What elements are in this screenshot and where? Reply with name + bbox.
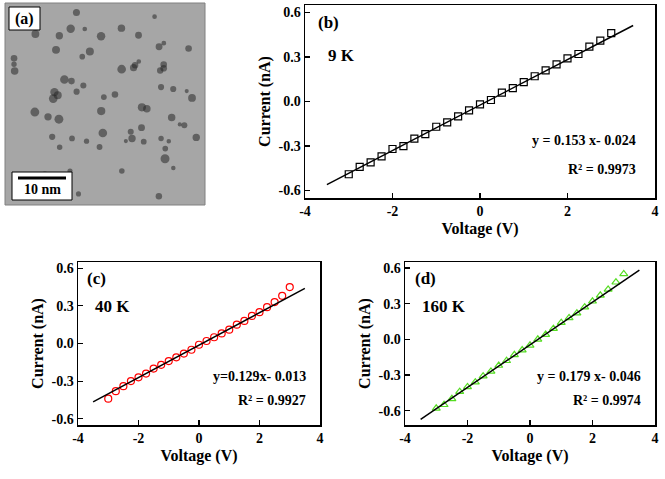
- svg-text:0: 0: [477, 204, 484, 219]
- svg-text:9 K: 9 K: [328, 46, 355, 65]
- svg-text:-0.3: -0.3: [379, 368, 401, 383]
- svg-text:y = 0.179 x- 0.046: y = 0.179 x- 0.046: [537, 369, 641, 384]
- svg-text:0.3: 0.3: [283, 50, 301, 65]
- svg-text:Current (nA): Current (nA): [29, 298, 47, 389]
- svg-text:-0.3: -0.3: [279, 139, 301, 154]
- svg-text:-4: -4: [72, 431, 84, 446]
- svg-text:0: 0: [196, 431, 203, 446]
- svg-text:R² = 0.9974: R² = 0.9974: [573, 393, 641, 408]
- svg-text:0.6: 0.6: [283, 5, 301, 20]
- svg-text:-0.6: -0.6: [379, 404, 401, 419]
- svg-text:(a): (a): [15, 10, 34, 28]
- svg-text:-2: -2: [462, 431, 474, 446]
- svg-text:Voltage (V): Voltage (V): [441, 220, 518, 238]
- svg-text:4: 4: [652, 204, 659, 219]
- svg-text:y=0.129x- 0.013: y=0.129x- 0.013: [213, 369, 306, 384]
- svg-text:Voltage (V): Voltage (V): [160, 447, 237, 465]
- svg-text:y = 0.153 x- 0.024: y = 0.153 x- 0.024: [532, 133, 636, 148]
- svg-text:4: 4: [317, 431, 324, 446]
- svg-text:0.3: 0.3: [56, 299, 74, 314]
- svg-text:R² = 0.9973: R² = 0.9973: [568, 162, 636, 177]
- svg-text:-2: -2: [133, 431, 145, 446]
- svg-text:-0.6: -0.6: [279, 183, 301, 198]
- svg-text:Voltage (V): Voltage (V): [491, 447, 568, 465]
- svg-text:160 K: 160 K: [422, 297, 466, 316]
- svg-text:0.0: 0.0: [383, 332, 401, 347]
- svg-text:10 nm: 10 nm: [24, 182, 61, 197]
- svg-text:2: 2: [564, 204, 571, 219]
- svg-text:Current (nA): Current (nA): [256, 56, 274, 147]
- svg-text:2: 2: [256, 431, 263, 446]
- svg-text:-4: -4: [299, 204, 311, 219]
- svg-text:2: 2: [589, 431, 596, 446]
- svg-text:0.0: 0.0: [283, 94, 301, 109]
- svg-text:-0.6: -0.6: [52, 412, 74, 427]
- svg-text:0: 0: [527, 431, 534, 446]
- svg-text:40 K: 40 K: [95, 297, 130, 316]
- svg-text:Current (nA): Current (nA): [356, 298, 374, 389]
- svg-text:0.0: 0.0: [56, 336, 74, 351]
- svg-text:-0.3: -0.3: [52, 374, 74, 389]
- svg-text:0.3: 0.3: [383, 297, 401, 312]
- svg-text:(d): (d): [415, 269, 436, 288]
- svg-text:(b): (b): [318, 13, 339, 32]
- svg-text:4: 4: [652, 431, 659, 446]
- svg-text:0.6: 0.6: [56, 261, 74, 276]
- svg-text:R² = 0.9927: R² = 0.9927: [238, 393, 306, 408]
- svg-text:-2: -2: [387, 204, 399, 219]
- svg-text:(c): (c): [87, 269, 106, 288]
- svg-text:0.6: 0.6: [383, 261, 401, 276]
- svg-text:-4: -4: [399, 431, 411, 446]
